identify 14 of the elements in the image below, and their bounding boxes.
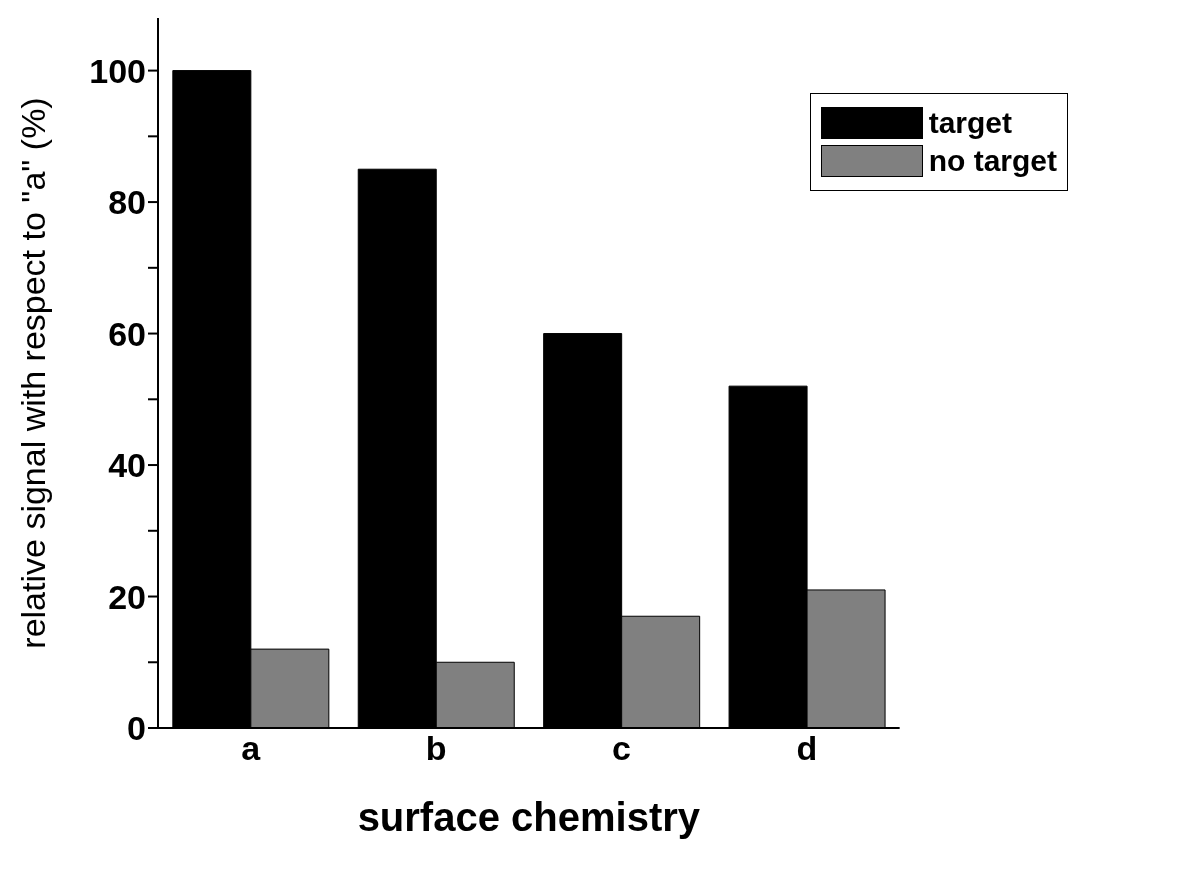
y-tick-label: 60 bbox=[108, 314, 146, 353]
x-tick-label: c bbox=[612, 729, 631, 768]
y-tick-label: 100 bbox=[89, 51, 146, 90]
legend-label: target bbox=[928, 106, 1013, 140]
y-tick-label: 80 bbox=[108, 183, 146, 222]
x-tick-label: a bbox=[241, 729, 262, 768]
x-axis-title: surface chemistry bbox=[357, 795, 701, 840]
y-tick-label: 40 bbox=[108, 446, 146, 485]
y-tick-label: 20 bbox=[108, 577, 146, 616]
y-axis-title: relative signal with respect to "a" (%) bbox=[14, 97, 53, 649]
y-tick-label: 0 bbox=[127, 709, 146, 748]
x-tick-label: b bbox=[425, 729, 447, 768]
x-tick-label: d bbox=[796, 729, 818, 768]
legend-label: no target bbox=[928, 144, 1057, 178]
